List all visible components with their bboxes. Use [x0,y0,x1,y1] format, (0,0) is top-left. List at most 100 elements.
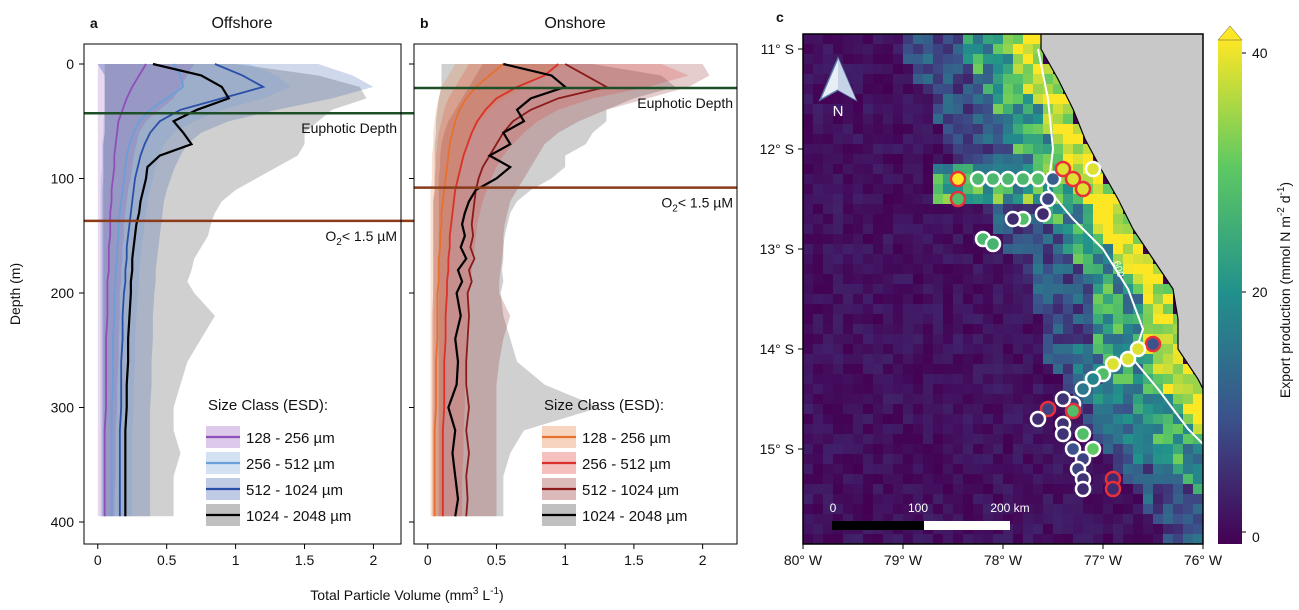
station-marker [1044,170,1062,188]
land-area [1040,34,1203,391]
legend-label: 256 - 512 µm [246,456,335,473]
euphotic-depth-label: Euphotic Depth [301,120,397,136]
panel-a: Euphotic Depth O2< 1.5 µM 0 0.5 1 1.5 2 0 100 20… [51,43,414,568]
colorbar-gradient [1218,40,1242,544]
legend-label: 128 - 256 µm [246,430,335,447]
x-tick-label: 2 [699,552,707,568]
y-tick-label: 100 [51,171,75,187]
station-marker [1064,402,1082,420]
panel-letter-c: c [776,9,784,25]
panel-b-bands [430,64,710,517]
series-line-1024-2048- [447,62,568,517]
x-tick-label: 1 [561,552,569,568]
station-marker [1074,180,1092,198]
station-marker [1054,390,1072,408]
panel-c-map: N 0 100 200 km 600 80° W 79° W 78° W 77° W 7… [760,33,1223,568]
station-marker [1084,370,1102,388]
station-marker [1039,400,1057,418]
lat-tick-label: 11° S [761,41,794,57]
legend-label: 256 - 512 µm [582,456,671,473]
legend-title: Size Class (ESD): [208,397,328,414]
station-marker [1004,210,1022,228]
panel-b-ticks: 0 0.5 1 1.5 2 [409,63,707,568]
legend-label: 512 - 1024 µm [582,482,679,499]
y-tick-label: 400 [51,514,75,530]
station-marker [1119,350,1137,368]
panel-b-legend: Size Class (ESD): 128 - 256 µm 256 - 512 µ… [542,397,687,526]
map-ticks: 80° W 79° W 78° W 77° W 76° W 11° S 12° S 13° S… [760,41,1223,568]
north-arrow: N [818,56,858,120]
lat-tick-label: 15° S [760,441,794,457]
legend-title: Size Class (ESD): [544,397,664,414]
station-marker [1144,335,1162,353]
x-tick-label: 1.5 [295,552,315,568]
x-tick-label: 0.5 [157,552,177,568]
station-marker [969,170,987,188]
series-line-512-1024- [118,63,266,517]
band-512-1024- [97,64,374,517]
panel-a-ticks: 0 0.5 1 1.5 2 0 100 200 300 400 [51,56,378,568]
station-marker [1074,425,1092,443]
legend-label: 512 - 1024 µm [246,482,343,499]
series-line-1024-2048- [124,62,231,517]
sampling-stations [949,160,1162,498]
panel-title-onshore: Onshore [544,15,605,32]
lon-tick-label: 76° W [1184,552,1223,568]
colorbar-label: Export production (mmol N m-2 d-1) [1276,182,1293,398]
legend-label: 1024 - 2048 µm [582,508,687,525]
colorbar-tick-0: 0 [1252,529,1260,545]
station-marker [1039,190,1057,208]
euphotic-depth-label: Euphotic Depth [637,95,733,111]
series-line-128-256- [433,63,504,517]
band-128-256- [430,64,566,517]
x-tick-label: 0 [94,552,102,568]
x-tick-label: 1 [232,552,240,568]
station-marker [984,235,1002,253]
station-marker [1074,480,1092,498]
station-marker [949,190,967,208]
isobath-line [1037,48,1203,446]
band-1024-2048- [433,64,676,517]
station-marker [1064,170,1082,188]
lon-tick-label: 77° W [1084,552,1123,568]
isobath-600m [1037,48,1203,446]
export-production-field [803,34,1203,544]
panel-a-reference-lines: Euphotic Depth O2< 1.5 µM [84,111,414,248]
lon-tick-label: 78° W [984,552,1023,568]
x-axis-label: Total Particle Volume (mm3 L-1) [310,586,503,603]
map-land [1040,34,1203,391]
station-marker [1104,355,1122,373]
x-tick-label: 2 [370,552,378,568]
series-line-256-512- [441,63,559,517]
station-marker [949,170,967,188]
lon-tick-label: 80° W [784,552,823,568]
station-marker [1084,160,1102,178]
scale-bar-white [924,521,1010,530]
scale-label-200: 200 km [990,501,1029,515]
panel-letter-b: b [420,15,429,31]
legend-label: 1024 - 2048 µm [246,508,351,525]
lat-tick-label: 13° S [760,241,794,257]
y-axis-label: Depth (m) [7,263,23,325]
x-tick-label: 1.5 [624,552,644,568]
station-marker [1054,425,1072,443]
band-128-256- [97,64,195,517]
lon-tick-label: 79° W [884,552,923,568]
oxygen-threshold-label: O2< 1.5 µM [661,195,733,215]
lat-tick-label: 12° S [760,141,794,157]
scale-bar-black [832,521,924,530]
band-1024-2048- [103,64,367,517]
panel-b-frame [413,43,738,545]
y-tick-label: 200 [51,285,75,301]
panel-title-offshore: Offshore [211,15,272,32]
band-256-512- [431,64,689,517]
band-512-1024- [438,64,710,517]
colorbar: 40 20 0 Export production (mmol N m-2 d-… [1217,25,1293,545]
station-marker [1034,205,1052,223]
station-marker [1129,340,1147,358]
isobath-label: 600 [1110,260,1126,280]
y-tick-label: 0 [66,56,74,72]
panel-a-frame [83,43,402,545]
colorbar-extend-arrow [1217,25,1243,41]
x-tick-label: 0.5 [487,552,507,568]
